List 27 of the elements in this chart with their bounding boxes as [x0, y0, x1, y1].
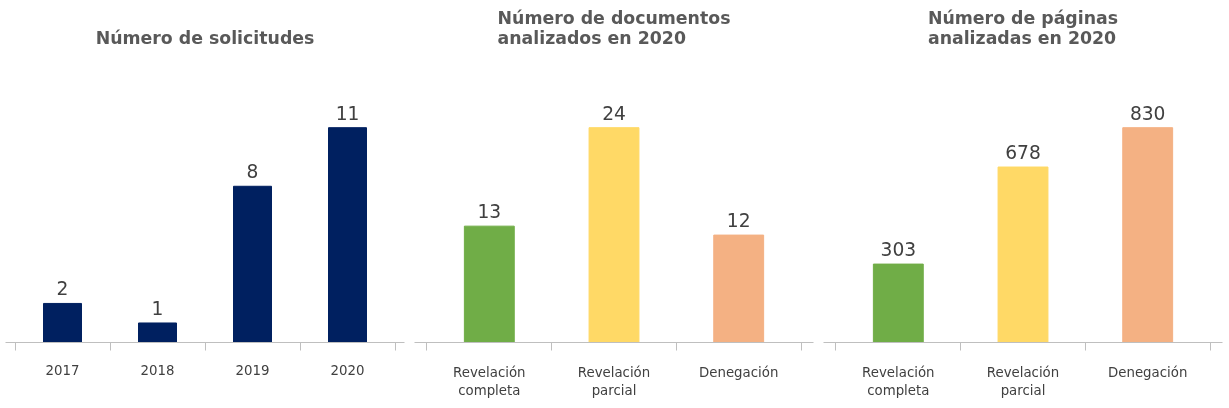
x-tick-label: 2019	[235, 362, 270, 378]
data-label: 24	[602, 102, 626, 124]
data-label: 8	[246, 161, 259, 183]
bar	[328, 127, 367, 343]
x-tick-label: Revelación parcial	[986, 364, 1060, 398]
bar	[233, 185, 272, 343]
data-label: 2	[56, 278, 69, 300]
x-tick-label: 2020	[330, 362, 365, 378]
x-tick-label: Denegación	[699, 364, 779, 380]
data-label: 1	[151, 297, 164, 319]
data-label: 678	[1005, 142, 1041, 164]
chart-title: Número de páginas analizadas en 2020	[927, 7, 1119, 48]
x-tick-label: Revelación parcial	[577, 364, 651, 398]
x-tick-label: 2018	[140, 362, 175, 378]
chart-title: Número de documentos analizados en 2020	[497, 7, 731, 48]
data-label: 12	[726, 210, 751, 232]
data-label: 303	[880, 239, 917, 261]
data-label: 13	[477, 201, 502, 223]
bar	[138, 322, 177, 343]
x-tick-label: 2017	[45, 362, 80, 378]
chart-title: Número de solicitudes	[95, 27, 315, 48]
bar	[43, 302, 82, 343]
x-tick-label: Revelación completa	[862, 364, 935, 398]
x-tick-label: Denegación	[1108, 364, 1188, 380]
data-label: 830	[1129, 102, 1166, 124]
x-tick-label: Revelación completa	[453, 364, 526, 398]
data-label: 11	[335, 102, 360, 124]
